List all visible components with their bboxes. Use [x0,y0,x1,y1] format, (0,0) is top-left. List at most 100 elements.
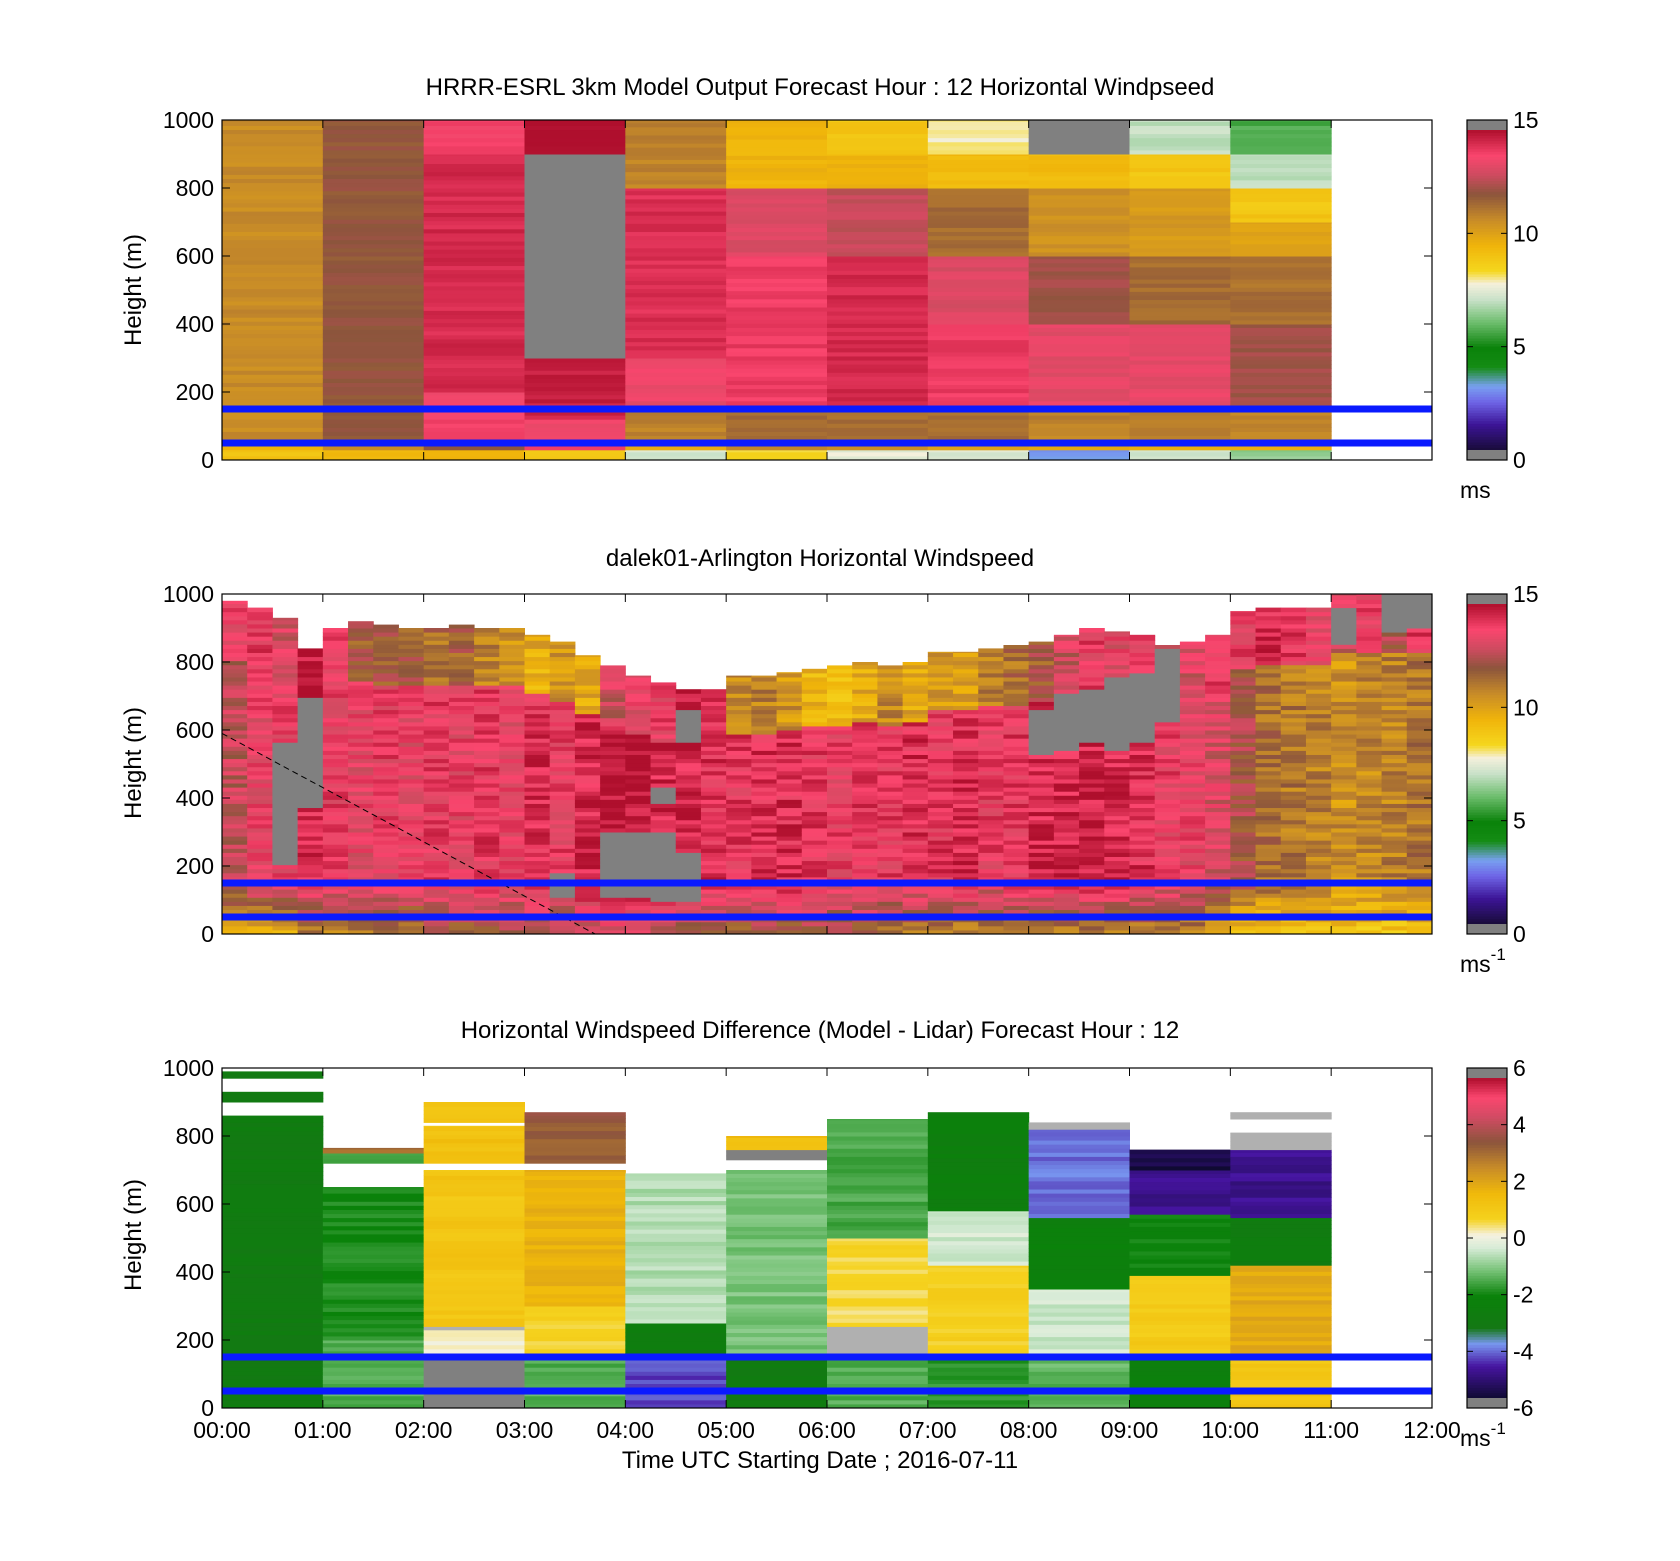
heatmap-cell [700,709,727,715]
heatmap-cell [1079,725,1105,731]
heatmap-cell [1129,848,1156,853]
heatmap-cell [222,819,248,825]
heatmap-cell [1129,384,1231,390]
heatmap-cell [600,717,626,723]
heatmap-cell [1079,823,1105,829]
heatmap-cell [247,885,273,890]
heatmap-cell [751,925,778,931]
heatmap-cell [751,738,778,743]
heatmap-cell [574,787,601,792]
heatmap-cell [322,628,349,633]
heatmap-cell [1003,811,1030,817]
heatmap-cell [675,803,702,809]
heatmap-cell [1331,685,1357,690]
heatmap-cell [322,362,425,367]
heatmap-cell [600,730,626,735]
heatmap-cell [247,925,273,931]
heatmap-cell [650,885,677,890]
heatmap-cell [574,836,601,841]
heatmap-cell [247,685,273,690]
heatmap-cell [1230,145,1332,151]
heatmap-cell [726,274,828,279]
heatmap-cell [877,754,904,760]
heatmap-cell [776,762,803,768]
heatmap-cell [1230,270,1332,276]
heatmap-cell [423,1310,525,1315]
y-tick-label: 400 [176,311,214,337]
heatmap-cell [1305,750,1332,755]
heatmap-cell [650,840,677,845]
heatmap-cell [1053,648,1080,653]
heatmap-cell [222,1383,324,1389]
colorbar-tick-label: 10 [1513,694,1539,720]
heatmap-cell [1205,848,1231,853]
heatmap-cell [1003,774,1030,780]
heatmap-cell [877,787,904,792]
heatmap-cell [978,893,1004,898]
heatmap-cell [1154,795,1181,800]
heatmap-cell [1205,701,1231,707]
heatmap-cell [398,762,425,768]
heatmap-cell [827,202,929,208]
heatmap-cell [398,672,425,678]
heatmap-cell [1053,693,1080,698]
heatmap-cell [499,758,525,764]
colorbar-segment [1467,439,1507,443]
heatmap-cell [675,742,702,747]
colorbar-segment [1467,151,1507,155]
heatmap-cell [373,774,399,780]
heatmap-cell [1381,921,1408,927]
heatmap-cell [1179,848,1206,853]
heatmap-cell [801,860,828,866]
heatmap-cell [348,827,374,833]
heatmap-cell [625,909,652,915]
heatmap-cell [600,762,626,768]
heatmap-cell [927,445,1030,451]
heatmap-cell [927,717,954,723]
heatmap-cell [927,419,1030,424]
colorbar-segment [1467,135,1507,139]
heatmap-cell [524,701,551,707]
heatmap-cell [272,852,299,857]
heatmap-cell [549,709,576,715]
heatmap-cell [423,1293,525,1299]
heatmap-cell [1205,893,1231,898]
heatmap-cell [726,925,752,931]
heatmap-cell [373,803,399,809]
heatmap-cell [322,1340,425,1344]
heatmap-cell [877,925,904,931]
heatmap-cell [247,697,273,702]
heatmap-cell [600,803,626,809]
heatmap-cell [1129,730,1156,735]
heatmap-cell [1079,844,1105,849]
heatmap-cell [700,856,727,862]
heatmap-cell [1280,689,1307,694]
heatmap-cell [423,290,525,295]
heatmap-cell [373,929,399,935]
heatmap-cell [1305,693,1332,698]
heatmap-cell [978,819,1004,825]
heatmap-cell [827,190,929,196]
heatmap-cell [625,697,652,702]
heatmap-cell [222,783,248,788]
heatmap-cell [474,852,500,857]
colorbar-segment [1467,716,1507,720]
heatmap-cell [827,742,853,747]
heatmap-cell [373,807,399,813]
heatmap-cell [1053,832,1080,837]
heatmap-cell [1331,717,1357,723]
heatmap-cell [448,897,475,902]
heatmap-cell [322,174,425,179]
heatmap-cell [322,419,425,424]
colorbar-segment [1467,442,1507,446]
heatmap-cell [927,231,1030,237]
heatmap-cell [927,215,1030,220]
heatmap-cell [222,211,324,216]
heatmap-cell [524,921,551,927]
heatmap-cell [827,133,929,139]
heatmap-cell [398,840,425,845]
heatmap-cell [1179,693,1206,698]
heatmap-cell [927,207,1030,212]
heatmap-cell [675,905,702,911]
heatmap-cell [423,383,525,389]
